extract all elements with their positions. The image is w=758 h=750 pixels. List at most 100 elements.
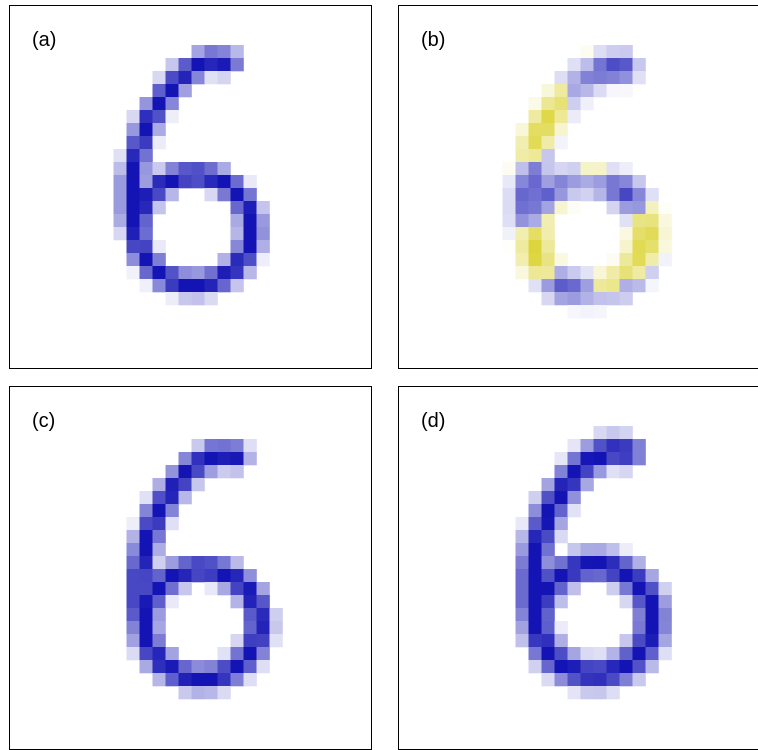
pixel-cell xyxy=(191,58,205,72)
pixel-cell xyxy=(217,162,231,176)
pixel-cell xyxy=(567,465,581,479)
pixel-cell xyxy=(191,292,205,306)
pixel-cell xyxy=(632,673,646,687)
pixel-cell xyxy=(165,58,179,72)
pixel-cell xyxy=(165,266,179,280)
pixel-cell xyxy=(541,634,555,648)
pixel-cell xyxy=(528,240,542,254)
pixel-cell xyxy=(165,478,179,492)
pixel-cell xyxy=(619,279,633,293)
pixel-cell xyxy=(580,556,594,570)
pixel-cell xyxy=(165,595,179,609)
pixel-cell xyxy=(593,673,607,687)
pixel-cell xyxy=(191,175,205,189)
pixel-cell xyxy=(152,673,166,687)
pixel-cell xyxy=(113,188,127,202)
pixel-cell xyxy=(554,647,568,661)
pixel-cell xyxy=(645,595,659,609)
pixel-cell xyxy=(191,452,205,466)
pixel-cell xyxy=(178,58,192,72)
pixel-cell xyxy=(230,582,244,596)
pixel-cell xyxy=(554,517,568,531)
pixel-cell xyxy=(541,517,555,531)
digit-image-c xyxy=(126,439,283,700)
pixel-cell xyxy=(541,136,555,150)
pixel-cell xyxy=(217,253,231,267)
pixel-cell xyxy=(515,162,529,176)
pixel-cell xyxy=(658,595,672,609)
pixel-cell xyxy=(139,123,153,137)
pixel-cell xyxy=(204,45,218,59)
pixel-cell xyxy=(139,595,153,609)
pixel-cell xyxy=(152,266,166,280)
pixel-cell xyxy=(178,84,192,98)
pixel-cell xyxy=(619,214,633,228)
pixel-cell xyxy=(139,188,153,202)
pixel-cell xyxy=(528,227,542,241)
panel-a: (a) xyxy=(9,5,372,369)
pixel-cell xyxy=(230,201,244,215)
pixel-cell xyxy=(243,175,257,189)
pixel-cell xyxy=(593,279,607,293)
pixel-cell xyxy=(619,84,633,98)
pixel-cell xyxy=(126,110,140,124)
pixel-cell xyxy=(152,517,166,531)
pixel-cell xyxy=(178,660,192,674)
pixel-cell xyxy=(230,188,244,202)
pixel-cell xyxy=(204,162,218,176)
pixel-cell xyxy=(139,491,153,505)
pixel-cell xyxy=(204,279,218,293)
pixel-cell xyxy=(632,647,646,661)
pixel-cell xyxy=(165,504,179,518)
pixel-cell xyxy=(580,162,594,176)
pixel-cell xyxy=(191,45,205,59)
pixel-cell xyxy=(230,45,244,59)
pixel-cell xyxy=(528,543,542,557)
pixel-cell xyxy=(541,530,555,544)
pixel-cell xyxy=(632,214,646,228)
pixel-cell xyxy=(515,530,529,544)
pixel-cell xyxy=(567,673,581,687)
pixel-cell xyxy=(554,266,568,280)
pixel-cell xyxy=(658,647,672,661)
pixel-cell xyxy=(126,608,140,622)
pixel-cell xyxy=(645,188,659,202)
pixel-cell xyxy=(554,253,568,267)
pixel-cell xyxy=(139,214,153,228)
pixel-cell xyxy=(152,634,166,648)
pixel-cell xyxy=(139,253,153,267)
pixel-cell xyxy=(541,214,555,228)
pixel-cell xyxy=(126,647,140,661)
pixel-cell xyxy=(593,647,607,661)
pixel-cell xyxy=(528,149,542,163)
pixel-cell xyxy=(152,491,166,505)
pixel-cell xyxy=(256,621,270,635)
pixel-cell xyxy=(204,175,218,189)
pixel-cell xyxy=(204,582,218,596)
pixel-cell xyxy=(606,266,620,280)
pixel-cell xyxy=(606,201,620,215)
pixel-cell xyxy=(178,292,192,306)
pixel-cell xyxy=(619,45,633,59)
pixel-cell xyxy=(126,253,140,267)
pixel-cell xyxy=(165,162,179,176)
pixel-cell xyxy=(619,71,633,85)
pixel-cell xyxy=(528,556,542,570)
pixel-cell xyxy=(567,84,581,98)
pixel-cell xyxy=(528,266,542,280)
pixel-cell xyxy=(541,175,555,189)
pixel-cell xyxy=(139,517,153,531)
pixel-cell xyxy=(541,556,555,570)
pixel-cell xyxy=(645,634,659,648)
pixel-cell xyxy=(230,634,244,648)
pixel-cell xyxy=(126,266,140,280)
pixel-cell xyxy=(528,110,542,124)
pixel-cell xyxy=(152,201,166,215)
pixel-cell xyxy=(152,97,166,111)
pixel-cell xyxy=(191,673,205,687)
pixel-cell xyxy=(645,660,659,674)
pixel-cell xyxy=(632,253,646,267)
pixel-cell xyxy=(139,240,153,254)
pixel-cell xyxy=(606,543,620,557)
pixel-cell xyxy=(645,647,659,661)
